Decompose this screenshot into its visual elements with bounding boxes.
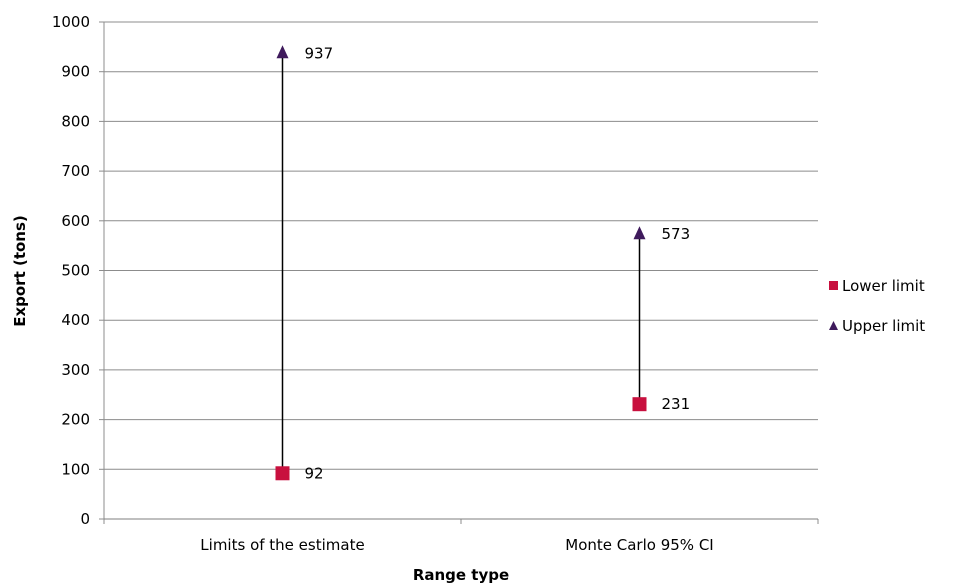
data-label: 573 [662,225,691,243]
legend-marker-lower-limit [829,281,838,290]
y-tick-label: 900 [61,63,90,81]
y-tick-label: 200 [61,411,90,429]
legend-label: Upper limit [842,317,925,335]
y-tick-label: 100 [61,460,90,478]
legend: Lower limit Upper limit [829,277,925,335]
y-tick-label: 400 [61,311,90,329]
gridlines [99,21,818,520]
y-tick-label: 600 [61,212,90,230]
x-axis-title: Range type [413,566,509,584]
data-label: 231 [662,395,691,413]
upper-limit-marker [633,226,646,240]
lower-limit-marker [632,397,647,412]
data-marks [275,45,647,481]
y-tick-labels: 0 100 200 300 400 500 600 700 800 900 1000 [52,13,90,528]
lower-limit-marker [275,466,290,481]
legend-label: Lower limit [842,277,925,295]
y-tick-label: 1000 [52,13,90,31]
data-label: 937 [305,44,334,62]
upper-limit-marker [276,45,289,59]
data-label: 92 [305,464,324,482]
y-tick-label: 0 [80,510,90,528]
data-labels: 92 231 937 573 [305,44,691,482]
x-tick-label: Monte Carlo 95% CI [565,536,713,554]
y-axis-title: Export (tons) [11,215,29,327]
y-tick-label: 500 [61,262,90,280]
range-lines [281,53,641,474]
y-tick-label: 300 [61,361,90,379]
legend-marker-upper-limit [829,321,838,330]
x-tick-labels: Limits of the estimate Monte Carlo 95% CI [103,519,819,554]
y-tick-label: 700 [61,162,90,180]
y-tick-label: 800 [61,112,90,130]
x-tick-label: Limits of the estimate [200,536,364,554]
